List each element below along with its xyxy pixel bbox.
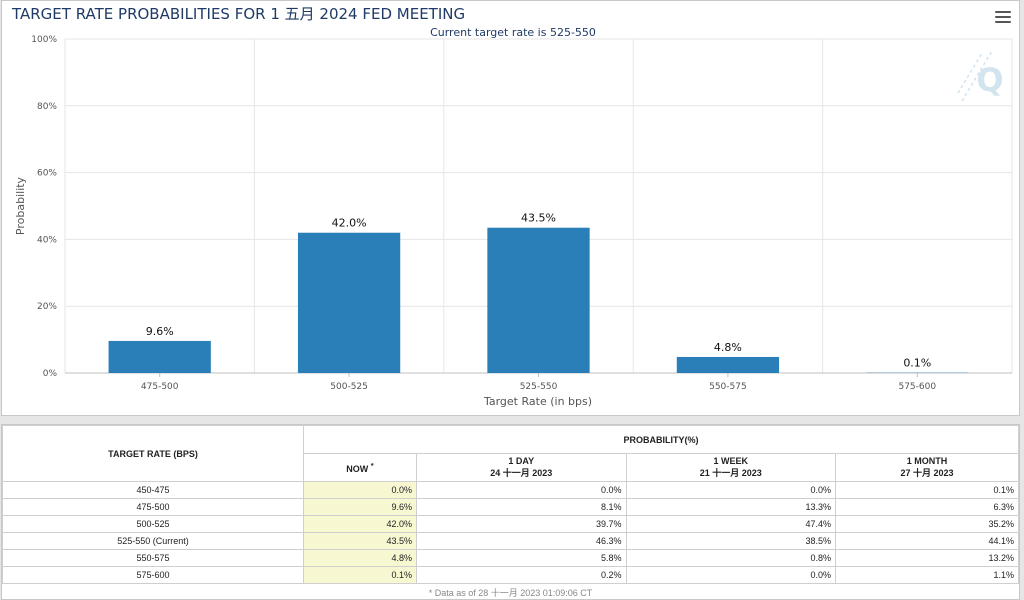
- y-tick-label: 40%: [37, 235, 57, 245]
- rate-cell: 575-600: [2, 566, 304, 584]
- x-tick-label: 475-500: [141, 382, 179, 392]
- rate-column-header: TARGET RATE (BPS): [2, 425, 304, 482]
- rate-cell: 450-475: [2, 481, 304, 499]
- svg-text:Q: Q: [976, 61, 1003, 99]
- now-column-header: NOW *: [303, 453, 417, 482]
- day-cell: 39.7%: [416, 515, 627, 533]
- y-tick-label: 20%: [37, 302, 57, 312]
- month-cell: 1.1%: [835, 566, 1019, 584]
- bars: [108, 227, 969, 373]
- data-label: 42.0%: [332, 217, 367, 230]
- chart-panel: TARGET RATE PROBABILITIES FOR 1 五月 2024 …: [1, 0, 1020, 416]
- week-cell: 0.8%: [625, 549, 836, 567]
- bar-525-550[interactable]: [487, 227, 590, 373]
- x-tick-label: 500-525: [330, 382, 368, 392]
- x-axis: 475-500 500-525 525-550 550-575 575-600: [65, 372, 1012, 392]
- table-row: 475-500 9.6% 8.1% 13.3% 6.3%: [2, 498, 1019, 516]
- day-cell: 0.2%: [416, 566, 627, 584]
- rate-cell: 525-550 (Current): [2, 532, 304, 550]
- week-cell: 13.3%: [625, 498, 836, 516]
- probability-table-panel: TARGET RATE (BPS) PROBABILITY(%) NOW * 1…: [1, 424, 1020, 600]
- probability-table: TARGET RATE (BPS) PROBABILITY(%) NOW * 1…: [2, 425, 1019, 600]
- x-axis-title: Target Rate (in bps): [483, 395, 592, 408]
- bar-550-575[interactable]: [676, 356, 780, 373]
- day-cell: 8.1%: [416, 498, 627, 516]
- data-labels: 9.6% 42.0% 43.5% 4.8% 0.1%: [146, 212, 932, 370]
- bar-500-525[interactable]: [297, 232, 401, 373]
- month-cell: 44.1%: [835, 532, 1019, 550]
- q-logo-icon: Q: [957, 50, 1004, 102]
- now-cell: 0.0%: [303, 481, 417, 499]
- rate-cell: 475-500: [2, 498, 304, 516]
- bar-chart: Current target rate is 525-550 Q 0% 20% 40…: [14, 26, 1013, 408]
- now-cell: 43.5%: [303, 532, 417, 550]
- data-label: 4.8%: [714, 341, 742, 354]
- y-tick-label: 0%: [43, 369, 58, 379]
- table-row: 575-600 0.1% 0.2% 0.0% 1.1%: [2, 566, 1019, 584]
- y-tick-label: 100%: [31, 35, 57, 45]
- now-cell: 9.6%: [303, 498, 417, 516]
- week-cell: 38.5%: [625, 532, 836, 550]
- y-axis-title: Probability: [14, 176, 27, 235]
- data-label: 0.1%: [903, 357, 931, 370]
- y-axis: 0% 20% 40% 60% 80% 100%: [31, 35, 57, 379]
- y-tick-label: 80%: [37, 102, 57, 112]
- table-row: 450-475 0.0% 0.0% 0.0% 0.1%: [2, 481, 1019, 499]
- month-column-header: 1 MONTH 27 十月 2023: [835, 453, 1019, 482]
- x-tick-label: 550-575: [709, 382, 747, 392]
- y-tick-label: 60%: [37, 169, 57, 179]
- now-cell: 0.1%: [303, 566, 417, 584]
- now-cell: 42.0%: [303, 515, 417, 533]
- chart-subtitle: Current target rate is 525-550: [430, 26, 596, 39]
- month-cell: 35.2%: [835, 515, 1019, 533]
- week-cell: 47.4%: [625, 515, 836, 533]
- now-cell: 4.8%: [303, 549, 417, 567]
- x-tick-label: 575-600: [898, 382, 936, 392]
- week-cell: 0.0%: [625, 481, 836, 499]
- bar-475-500[interactable]: [108, 340, 211, 373]
- data-label: 9.6%: [146, 325, 174, 338]
- month-cell: 0.1%: [835, 481, 1019, 499]
- data-label: 43.5%: [521, 212, 556, 225]
- day-column-header: 1 DAY 24 十一月 2023: [416, 453, 627, 482]
- day-cell: 5.8%: [416, 549, 627, 567]
- month-cell: 13.2%: [835, 549, 1019, 567]
- rate-cell: 500-525: [2, 515, 304, 533]
- table-row: 525-550 (Current) 43.5% 46.3% 38.5% 44.1…: [2, 532, 1019, 550]
- table-row: 500-525 42.0% 39.7% 47.4% 35.2%: [2, 515, 1019, 533]
- chart-title: TARGET RATE PROBABILITIES FOR 1 五月 2024 …: [12, 5, 466, 23]
- hamburger-menu-icon[interactable]: [995, 11, 1011, 25]
- x-tick-label: 525-550: [520, 382, 558, 392]
- probability-header: PROBABILITY(%): [303, 425, 1019, 454]
- week-cell: 0.0%: [625, 566, 836, 584]
- rate-cell: 550-575: [2, 549, 304, 567]
- day-cell: 46.3%: [416, 532, 627, 550]
- table-footnote: * Data as of 28 十一月 2023 01:09:06 CT: [428, 587, 593, 598]
- month-cell: 6.3%: [835, 498, 1019, 516]
- day-cell: 0.0%: [416, 481, 627, 499]
- table-row: 550-575 4.8% 5.8% 0.8% 13.2%: [2, 549, 1019, 567]
- week-column-header: 1 WEEK 21 十一月 2023: [625, 453, 836, 482]
